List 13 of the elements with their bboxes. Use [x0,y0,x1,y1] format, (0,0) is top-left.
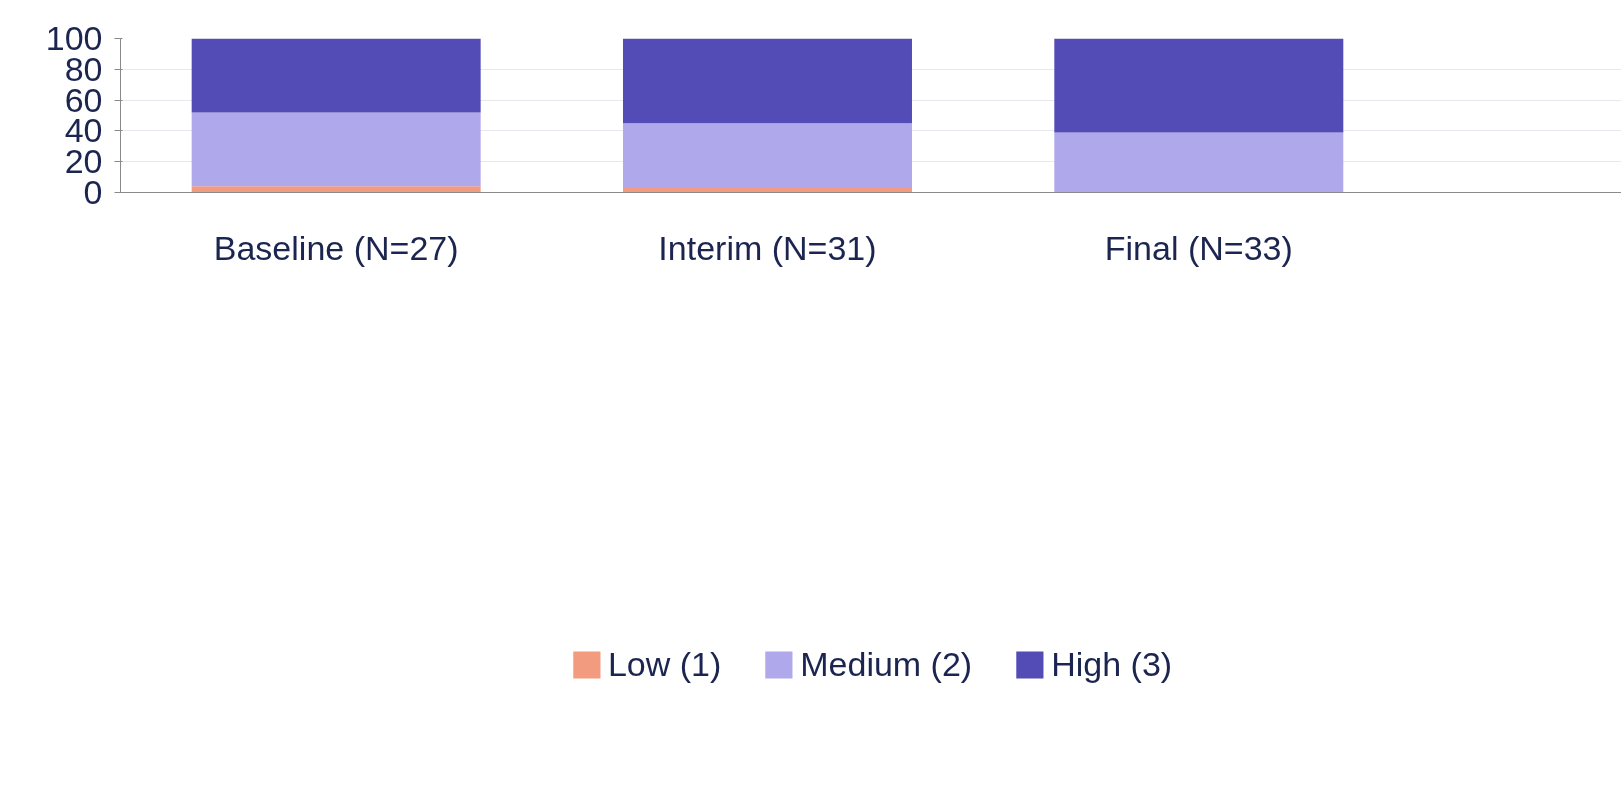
legend-label: Medium (2) [800,644,973,684]
bar [1054,132,1344,193]
legend-label: Low (1) [607,644,722,684]
bar [191,112,481,187]
legend-label: High (3) [1051,644,1173,684]
bar [622,38,912,124]
bar [191,38,481,113]
x-tick-label: Baseline (N=27) [213,228,459,267]
x-tick-label: Final (N=33) [1104,228,1293,267]
bar [1054,38,1344,133]
bar [191,186,481,193]
bar [622,123,912,188]
x-tick-label: Interim (N=31) [658,228,877,267]
